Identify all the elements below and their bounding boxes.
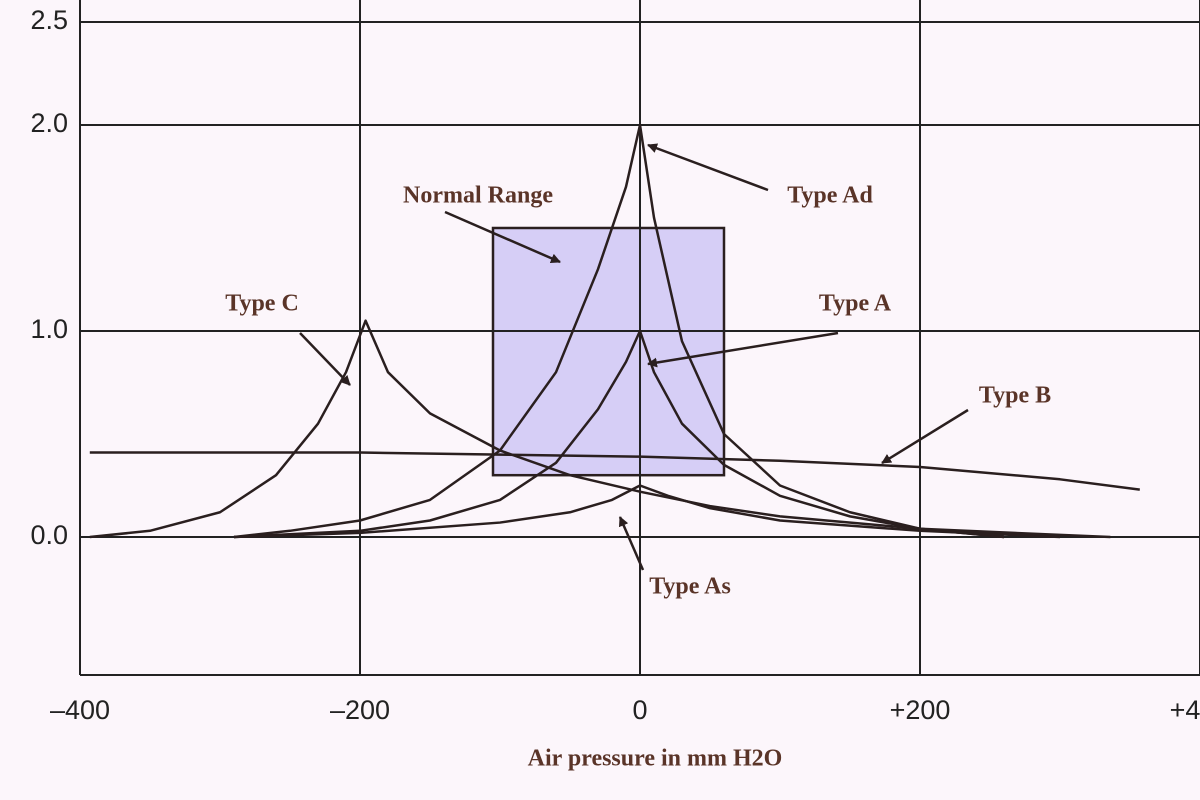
curve (233, 329, 1005, 539)
arrow (881, 408, 969, 465)
x-tick-label: –400 (50, 695, 110, 725)
arrow (299, 332, 351, 386)
arrow (618, 516, 645, 571)
curve (233, 123, 1005, 539)
annotation: Type B (979, 383, 1051, 409)
annotation: Type Ad (787, 183, 873, 209)
annotation: Type As (649, 574, 731, 600)
curve (89, 319, 1111, 539)
normal-range (491, 226, 726, 477)
arrow (444, 210, 561, 264)
annotation: Normal Range (403, 183, 553, 209)
x-tick-label: 0 (632, 695, 647, 725)
x-tick-label: –200 (330, 695, 390, 725)
x-axis-label: Air pressure in mm H2O (528, 746, 783, 772)
curve (233, 484, 1061, 539)
annotation: Type C (225, 291, 299, 317)
arrow (647, 331, 839, 368)
arrow (647, 143, 769, 192)
x-tick-label: +200 (890, 695, 951, 725)
y-tick-label: 0.0 (30, 520, 68, 550)
annotation: Type A (819, 291, 892, 317)
y-tick-label: 2.0 (30, 108, 68, 138)
y-tick-label: 2.5 (30, 5, 68, 35)
plot-area: –400 –200 0 +200 +400 0.0 1.0 2.0 2.5 (30, 0, 1200, 725)
y-tick-label: 1.0 (30, 314, 68, 344)
curve (89, 451, 1140, 491)
x-tick-label: +400 (1170, 695, 1200, 725)
